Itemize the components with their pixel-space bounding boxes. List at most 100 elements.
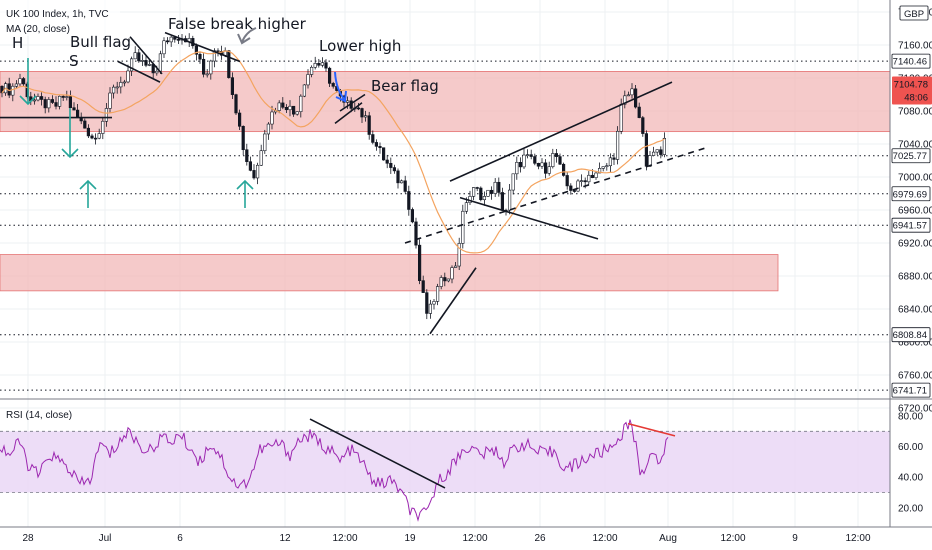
candle: [148, 59, 152, 67]
candle-body: [144, 60, 148, 66]
candle: [238, 109, 242, 131]
level-labels: 7140.46 7025.77 6979.69 6941.57 6808.84 6741.…: [891, 53, 931, 398]
candle: [245, 143, 249, 166]
candle: [479, 186, 483, 202]
candle-body: [176, 39, 181, 41]
candle-body: [248, 161, 253, 171]
candle: [569, 183, 573, 195]
candle: [57, 95, 62, 110]
candle-body: [166, 40, 170, 43]
candle: [425, 289, 429, 320]
price-tick-label: 6880.00: [898, 272, 932, 283]
candle-body: [421, 280, 425, 293]
rsi-axis[interactable]: 80.00 60.00 40.00 20.00: [898, 412, 923, 515]
candle-body: [435, 286, 440, 302]
candle: [108, 87, 112, 114]
time-tick-label: 12:00: [592, 533, 617, 544]
candle-body: [630, 88, 634, 96]
candle: [144, 54, 148, 68]
annotation-head: H: [12, 34, 23, 52]
candle-body: [547, 166, 551, 174]
candle: [202, 53, 206, 78]
candle: [36, 93, 40, 102]
candle: [486, 189, 490, 197]
currency-badge[interactable]: GBP: [899, 5, 929, 21]
candle-body: [428, 303, 433, 314]
candle-body: [644, 133, 648, 167]
candle: [525, 149, 530, 159]
candle-body: [475, 187, 479, 189]
rsi-trendline-rsi-downtrend: [309, 418, 446, 489]
rsi-tick-label: 40.00: [898, 473, 923, 484]
time-tick-label: 12:00: [845, 533, 870, 544]
candle-body: [381, 147, 386, 161]
price-tick-label: 6800.00: [898, 338, 932, 349]
candle: [360, 107, 364, 123]
candle-body: [104, 108, 108, 122]
candle: [518, 157, 522, 173]
candle: [659, 146, 663, 159]
candle: [14, 80, 18, 89]
candle-body: [453, 265, 458, 268]
candle-body: [522, 154, 526, 168]
candle-body: [623, 95, 627, 105]
candle: [565, 171, 569, 190]
level-label: 6979.69: [891, 186, 931, 202]
candle: [83, 118, 87, 129]
annotation-false-break: False break higher: [168, 15, 307, 33]
candle: [309, 65, 314, 78]
candle-body: [403, 180, 407, 192]
level-label: 7140.46: [891, 53, 931, 69]
candle: [385, 154, 389, 169]
candle-body: [112, 86, 116, 94]
candle: [176, 35, 181, 45]
candle-body: [612, 157, 616, 160]
candle: [403, 175, 407, 194]
candle-body: [417, 244, 422, 281]
candle: [457, 237, 461, 271]
candle: [50, 95, 54, 104]
time-tick-label: 9: [792, 533, 798, 544]
rsi-tick-label: 80.00: [898, 412, 923, 423]
candle: [443, 272, 447, 287]
candle: [317, 58, 321, 68]
candle-body: [608, 157, 612, 167]
candle-body: [439, 277, 443, 287]
candle-body: [489, 189, 494, 194]
price-tick-label: 6840.00: [898, 305, 932, 316]
candles: [0, 33, 666, 320]
level-label: 6941.57: [891, 217, 931, 233]
level-label-box: [891, 186, 931, 202]
candle-body: [133, 52, 137, 60]
candle-body: [345, 100, 350, 103]
candle: [446, 278, 451, 283]
candle: [605, 162, 609, 171]
candle-body: [191, 38, 195, 47]
candle-body: [205, 73, 209, 76]
candle-body: [61, 95, 65, 98]
candle: [248, 156, 253, 172]
candle-body: [72, 107, 76, 111]
candle: [21, 77, 26, 87]
candle-body: [558, 156, 562, 165]
candle-body: [309, 66, 314, 75]
candle-body: [21, 78, 26, 85]
trendline-channel-upper: [449, 81, 673, 182]
trendline-bear-flag: [339, 93, 366, 112]
ma-line: [1, 50, 665, 254]
candle: [263, 129, 267, 154]
arrow-up-icon: [236, 179, 254, 208]
candle-body: [68, 96, 72, 108]
candle-body: [313, 63, 317, 68]
candle: [86, 124, 90, 139]
price-tick-label: 7080.00: [898, 107, 932, 118]
candle: [227, 49, 231, 79]
time-axis[interactable]: 28 Jul 6 12 12:00 19 12:00 26 12:00 Aug 12:00 9 12:0…: [0, 526, 932, 544]
candle: [407, 185, 411, 216]
price-tick-label: 7160.00: [898, 41, 932, 52]
candle-body: [241, 125, 245, 151]
time-tick-label: 12:00: [332, 533, 357, 544]
candle-body: [90, 135, 94, 139]
annotation-bear-flag: Bear flag: [371, 77, 439, 95]
